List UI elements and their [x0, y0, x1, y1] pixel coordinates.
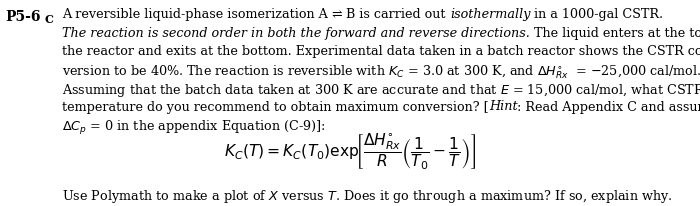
Text: $K_C(T) = K_C(T_0)\mathrm{exp}\!\left[\dfrac{\Delta H^{\circ}_{Rx}}{R}\left(\dfr: $K_C(T) = K_C(T_0)\mathrm{exp}\!\left[\d… — [224, 131, 476, 171]
Text: ⇌: ⇌ — [332, 8, 342, 21]
Text: B is carried out: B is carried out — [342, 8, 450, 21]
Text: $\Delta C_p$ = 0 in the appendix Equation (C-9)]:: $\Delta C_p$ = 0 in the appendix Equatio… — [62, 118, 326, 136]
Text: version to be 40%. The reaction is reversible with $K_C$ = 3.0 at 300 K, and $\D: version to be 40%. The reaction is rever… — [62, 63, 700, 81]
Text: in a 1000-gal CSTR.: in a 1000-gal CSTR. — [531, 8, 664, 21]
Text: Use Polymath to make a plot of $X$ versus $T$. Does it go through a maximum? If : Use Polymath to make a plot of $X$ versu… — [62, 187, 673, 204]
Text: the reactor and exits at the bottom. Experimental data taken in a batch reactor : the reactor and exits at the bottom. Exp… — [62, 45, 700, 58]
Text: The reaction is second order in both the forward and reverse directions.: The reaction is second order in both the… — [62, 26, 530, 39]
Text: isothermally: isothermally — [450, 8, 531, 21]
Text: Hint: Hint — [489, 100, 517, 113]
Text: : Read Appendix C and assume: : Read Appendix C and assume — [517, 100, 700, 113]
Text: temperature do you recommend to obtain maximum conversion? [: temperature do you recommend to obtain m… — [62, 100, 489, 113]
Text: A reversible liquid-phase isomerization A: A reversible liquid-phase isomerization … — [62, 8, 332, 21]
Text: Assuming that the batch data taken at 300 K are accurate and that $E$ = 15,000 c: Assuming that the batch data taken at 30… — [62, 82, 700, 98]
Text: C: C — [44, 14, 53, 25]
Text: P5-6: P5-6 — [5, 10, 41, 24]
Text: The liquid enters at the top of: The liquid enters at the top of — [530, 26, 700, 39]
